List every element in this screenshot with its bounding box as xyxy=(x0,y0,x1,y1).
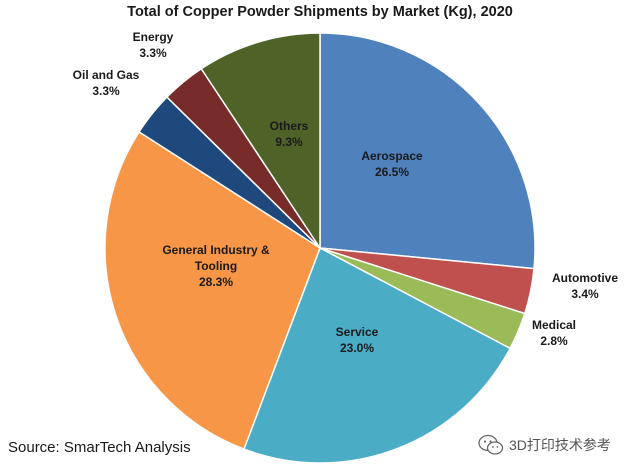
watermark: 3D打印技术参考 xyxy=(478,434,611,456)
slice-label-others: Others 9.3% xyxy=(270,119,309,149)
slice-label-energy: Energy 3.3% xyxy=(133,30,174,60)
wechat-icon xyxy=(478,434,504,455)
slice-label-oil-and-gas: Oil and Gas 3.3% xyxy=(73,68,140,98)
pie-slice-aerospace xyxy=(319,32,536,270)
watermark-text: 3D打印技术参考 xyxy=(509,437,611,453)
slice-label-medical: Medical 2.8% xyxy=(532,318,576,348)
slice-label-automotive: Automotive 3.4% xyxy=(552,271,618,301)
chart-title: Total of Copper Powder Shipments by Mark… xyxy=(127,4,513,20)
pie-slice-service xyxy=(242,246,512,464)
slice-label-general-industry-tooling: General Industry & Tooling 28.3% xyxy=(162,243,270,289)
pie-slice-general-industry-tooling xyxy=(104,130,321,451)
source-note: Source: SmarTech Analysis xyxy=(8,439,191,456)
slice-label-service: Service 23.0% xyxy=(336,325,379,355)
pie-slice-others xyxy=(200,32,321,251)
slice-label-aerospace: Aerospace 26.5% xyxy=(361,149,423,179)
